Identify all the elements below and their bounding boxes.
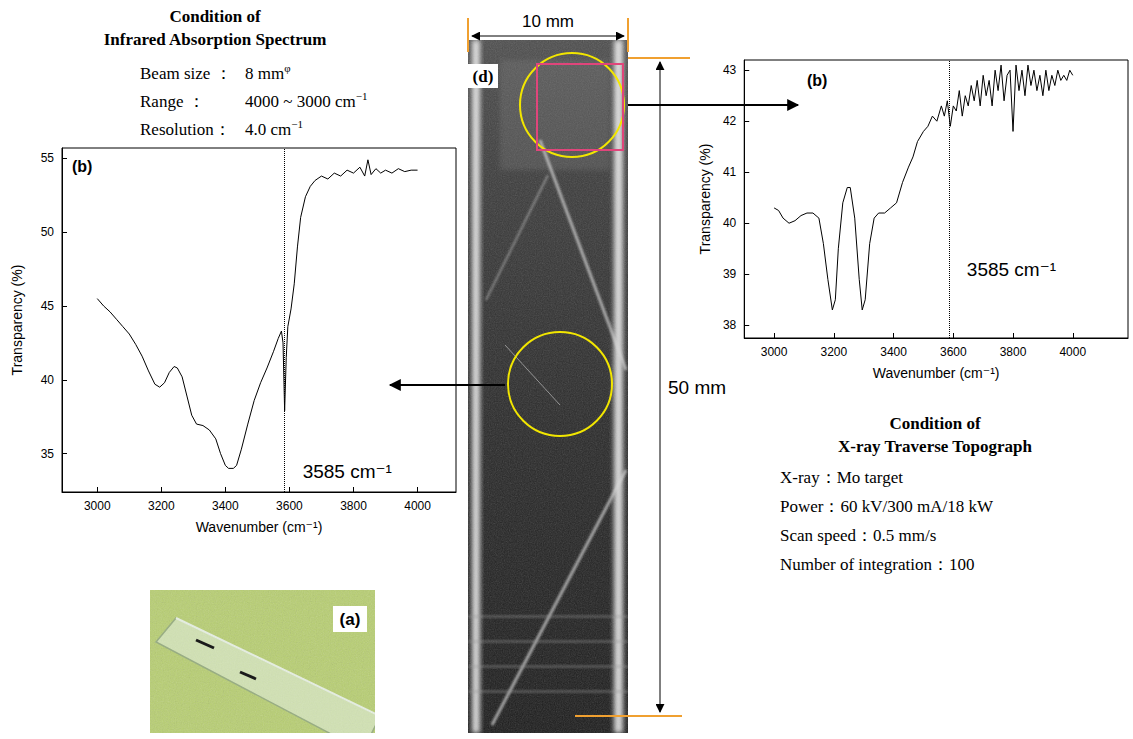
html-text:Infrared Absorption Spectrum: Infrared Absorption Spectrum xyxy=(103,30,327,49)
svg-text:3800: 3800 xyxy=(1000,345,1027,359)
svg-text:41: 41 xyxy=(723,165,737,179)
html-text:X-ray：Mo target: X-ray：Mo target xyxy=(780,468,903,487)
html-text:4.0 cm−1: 4.0 cm−1 xyxy=(245,118,303,139)
svg-text:4000: 4000 xyxy=(1059,345,1086,359)
svg-text:50 mm: 50 mm xyxy=(668,377,726,398)
svg-text:50: 50 xyxy=(41,225,55,239)
html-text:8 mmφ: 8 mmφ xyxy=(245,62,291,83)
svg-text:(a): (a) xyxy=(340,610,361,629)
svg-text:3600: 3600 xyxy=(940,345,967,359)
svg-text:3000: 3000 xyxy=(84,499,111,513)
svg-text:3600: 3600 xyxy=(276,499,303,513)
html-text:X-ray Traverse Topograph: X-ray Traverse Topograph xyxy=(838,437,1032,456)
svg-text:(b): (b) xyxy=(72,158,92,175)
svg-text:39: 39 xyxy=(723,267,737,281)
html-text:Beam size ：: Beam size ： xyxy=(140,64,232,83)
svg-text:3585 cm⁻¹: 3585 cm⁻¹ xyxy=(967,259,1056,280)
svg-text:3400: 3400 xyxy=(212,499,239,513)
svg-text:42: 42 xyxy=(723,114,737,128)
svg-text:Transparency (%): Transparency (%) xyxy=(9,265,25,376)
svg-text:35: 35 xyxy=(41,447,55,461)
html-text:Condition of: Condition of xyxy=(889,414,981,433)
svg-text:3000: 3000 xyxy=(761,345,788,359)
svg-text:38: 38 xyxy=(723,318,737,332)
svg-text:Wavenumber (cm⁻¹): Wavenumber (cm⁻¹) xyxy=(196,519,323,535)
svg-text:3800: 3800 xyxy=(340,499,367,513)
svg-text:3400: 3400 xyxy=(880,345,907,359)
html-text:Power：60 kV/300 mA/18 kW: Power：60 kV/300 mA/18 kW xyxy=(780,497,993,516)
svg-text:40: 40 xyxy=(41,373,55,387)
svg-text:45: 45 xyxy=(41,299,55,313)
html-text:Number of integration：100: Number of integration：100 xyxy=(780,555,975,574)
svg-text:3200: 3200 xyxy=(148,499,175,513)
html-text:Range ：: Range ： xyxy=(140,92,205,111)
svg-text:40: 40 xyxy=(723,216,737,230)
svg-text:43: 43 xyxy=(723,63,737,77)
svg-text:10 mm: 10 mm xyxy=(522,12,574,31)
html-text:4000 ~ 3000 cm−1: 4000 ~ 3000 cm−1 xyxy=(245,90,368,111)
svg-text:3585 cm⁻¹: 3585 cm⁻¹ xyxy=(303,461,392,482)
svg-text:Transparency (%): Transparency (%) xyxy=(697,144,713,255)
svg-text:Wavenumber (cm⁻¹): Wavenumber (cm⁻¹) xyxy=(873,365,1000,381)
svg-text:55: 55 xyxy=(41,151,55,165)
html-text:Condition of: Condition of xyxy=(169,7,261,26)
svg-text:3200: 3200 xyxy=(820,345,847,359)
html-text:Scan speed：0.5 mm/s: Scan speed：0.5 mm/s xyxy=(780,526,937,545)
svg-text:(b): (b) xyxy=(807,72,827,89)
svg-text:(d): (d) xyxy=(473,67,494,86)
html-text:Resolution：: Resolution： xyxy=(140,120,231,139)
svg-text:4000: 4000 xyxy=(404,499,431,513)
